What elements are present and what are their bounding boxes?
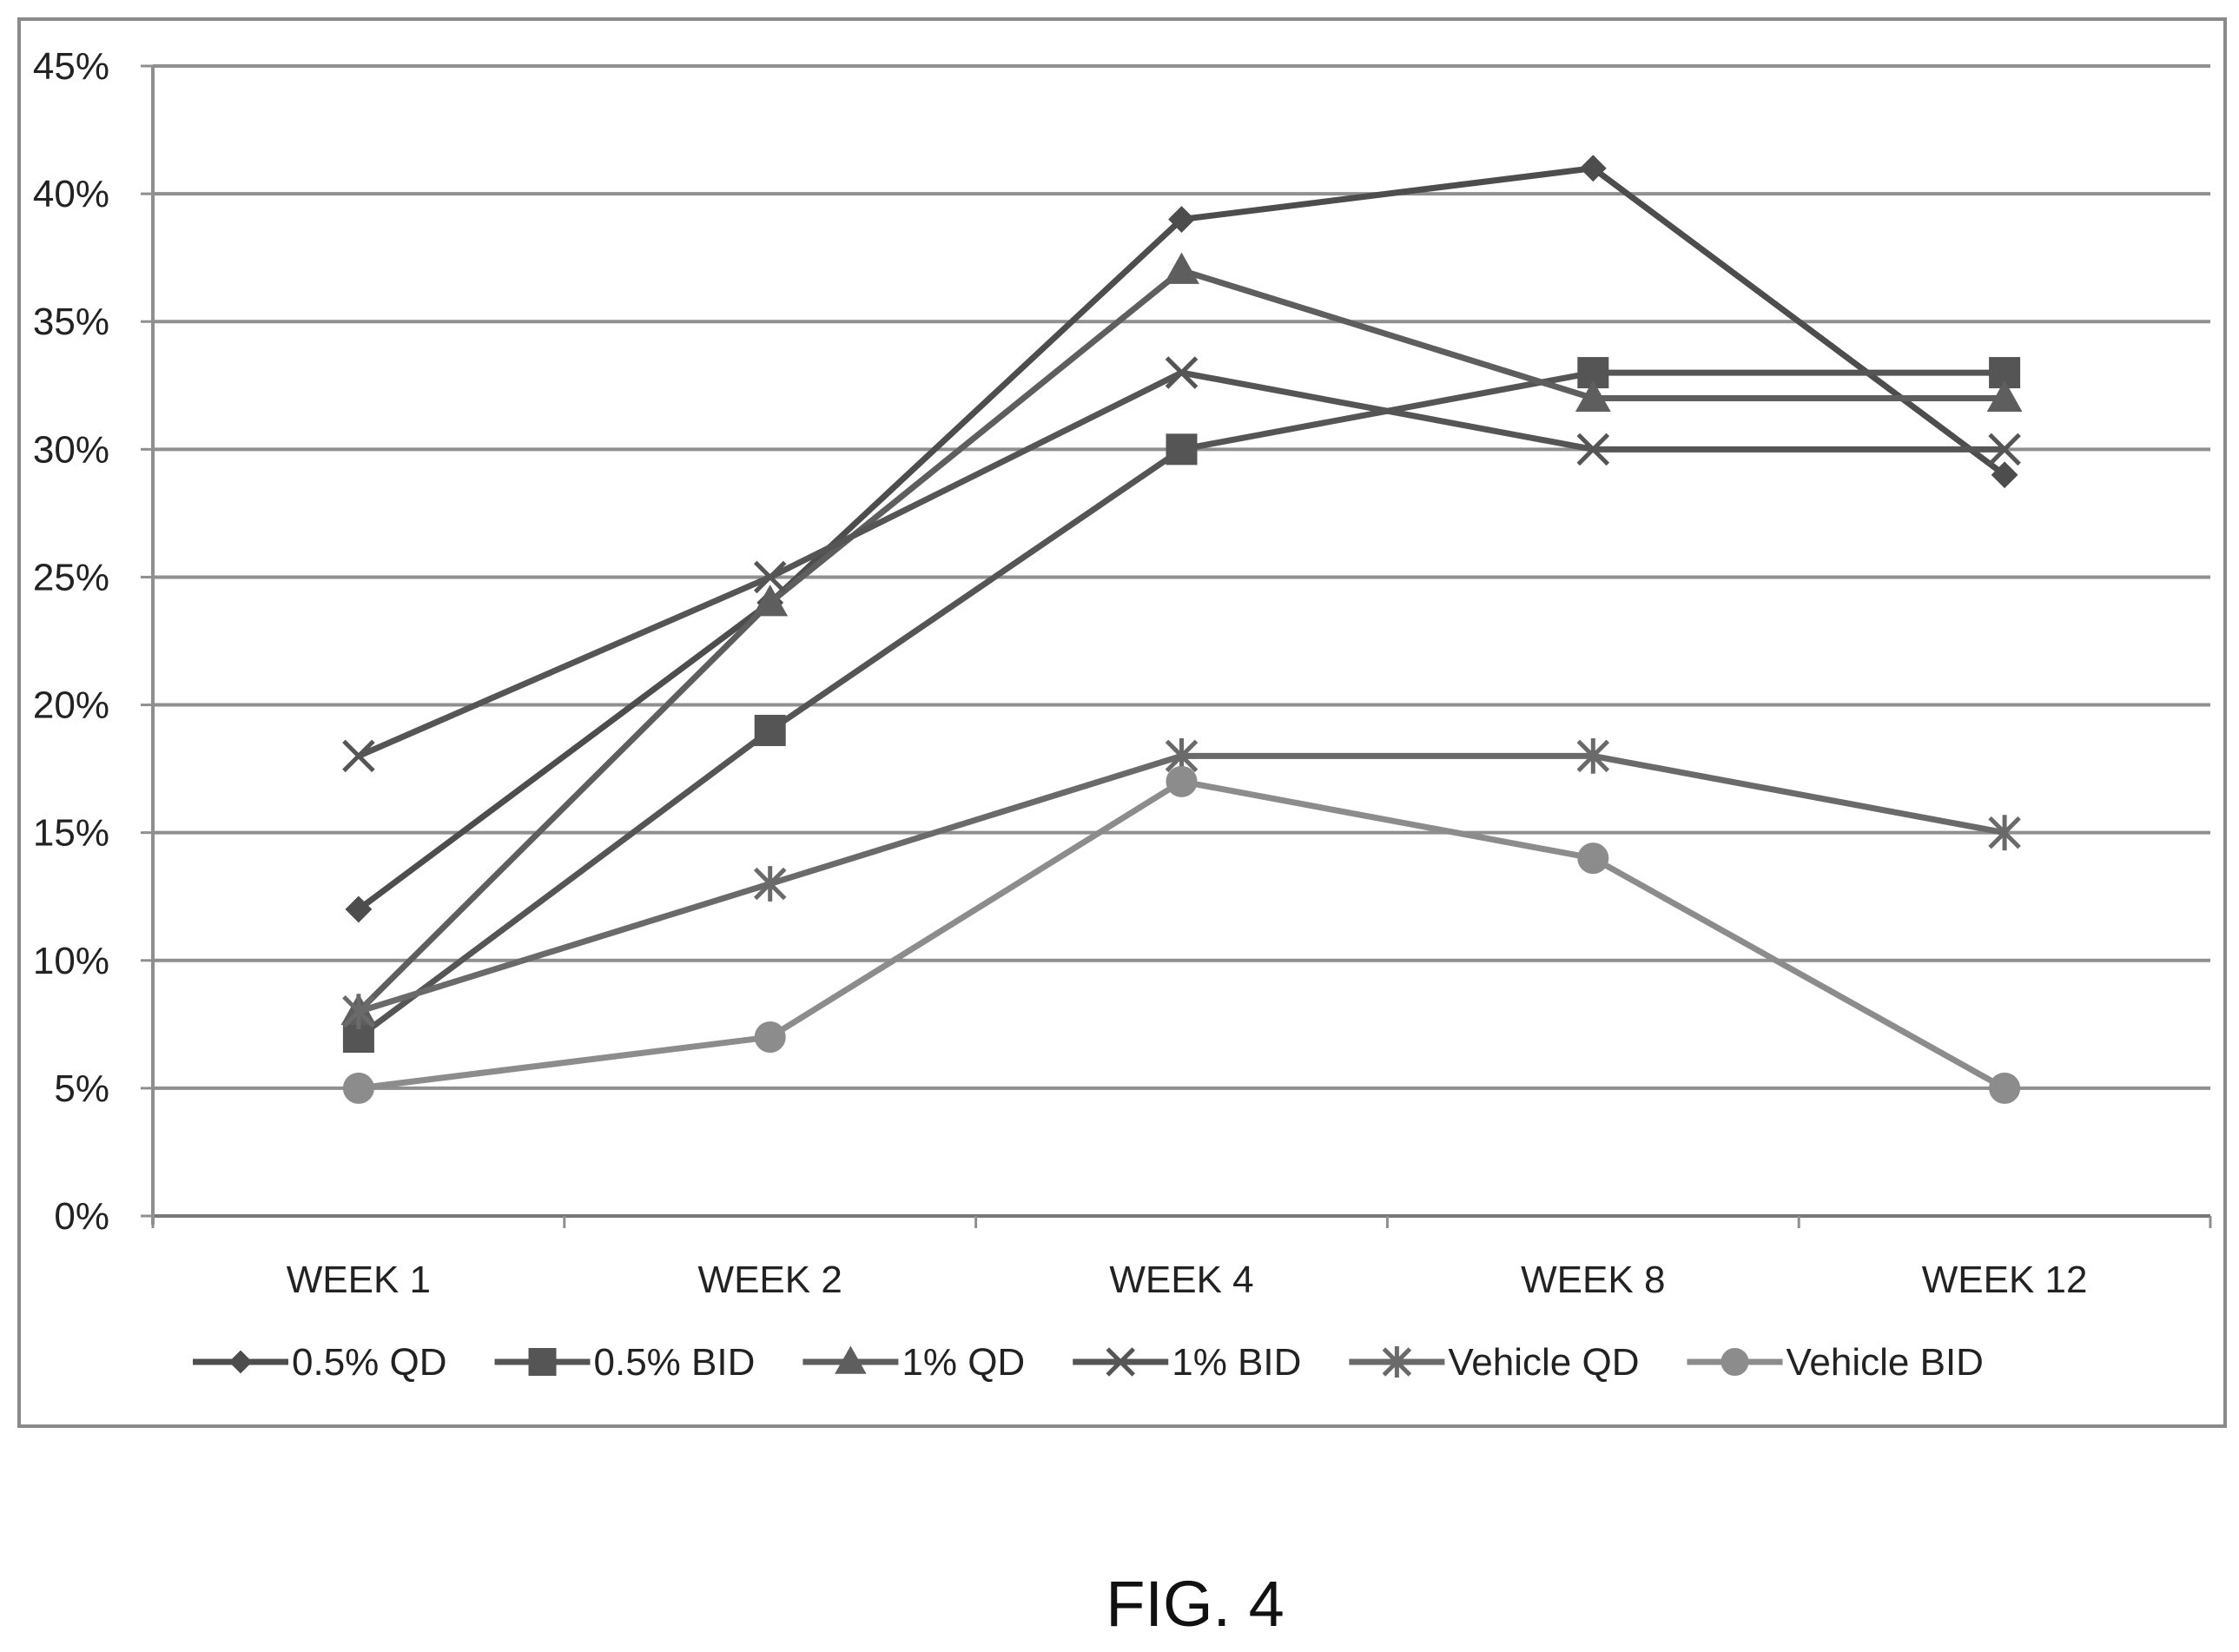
data-point xyxy=(753,560,787,594)
chart-border xyxy=(17,17,2227,1428)
series-line xyxy=(356,267,2005,1014)
y-tick-label: 0% xyxy=(54,1195,109,1238)
y-tick-label: 10% xyxy=(33,940,109,982)
y-tick-label: 5% xyxy=(54,1067,109,1110)
data-point xyxy=(1577,843,1609,875)
x-tick-label: WEEK 8 xyxy=(1521,1259,1665,1301)
legend-label: 0.5% BID xyxy=(594,1341,756,1384)
legend-item: 0.5% QD xyxy=(193,1341,447,1384)
data-point xyxy=(752,585,789,617)
data-point xyxy=(1989,1072,2021,1104)
series-4 xyxy=(342,356,2021,773)
series-5 xyxy=(342,738,2021,1030)
data-point xyxy=(1986,380,2023,412)
data-point xyxy=(342,739,375,773)
y-tick-label: 35% xyxy=(33,301,109,343)
data-point xyxy=(1988,815,2021,851)
legend-label: Vehicle QD xyxy=(1448,1341,1639,1384)
legend-marker xyxy=(1721,1348,1749,1376)
axes: 0% 5% 10% 15% 20% 25% 30% 35% 40% 45% WEEK 1 WEEK 2… xyxy=(33,45,2212,1301)
y-tick-label: 25% xyxy=(33,556,109,598)
legend-item: 1% BID xyxy=(1073,1341,1301,1384)
legend-marker xyxy=(528,1348,557,1376)
data-point xyxy=(1164,252,1199,284)
series xyxy=(340,155,2023,1104)
y-tick-label: 20% xyxy=(33,684,109,727)
legend-item: Vehicle BID xyxy=(1687,1341,1984,1384)
legend-marker xyxy=(1106,1347,1135,1377)
legend-marker xyxy=(1382,1346,1412,1378)
data-point xyxy=(753,866,787,902)
data-point xyxy=(1168,206,1195,233)
data-point xyxy=(754,1021,786,1054)
data-point xyxy=(1988,433,2021,466)
data-point xyxy=(1991,461,2018,489)
legend-item: 1% QD xyxy=(802,1341,1025,1384)
data-point xyxy=(342,994,375,1030)
data-point xyxy=(345,895,373,923)
x-tick-label: WEEK 12 xyxy=(1922,1259,2088,1301)
data-point xyxy=(342,1072,374,1104)
x-tick-label: WEEK 2 xyxy=(698,1259,842,1301)
data-point xyxy=(1165,356,1199,389)
figure-caption: FIG. 4 xyxy=(1106,1568,1285,1640)
legend-label: Vehicle BID xyxy=(1787,1341,1984,1384)
series-6 xyxy=(342,765,2021,1104)
data-point xyxy=(1579,155,1607,182)
legend-item: 0.5% BID xyxy=(494,1341,756,1384)
x-tick-label: WEEK 4 xyxy=(1109,1259,1253,1301)
legend-label: 0.5% QD xyxy=(292,1341,447,1384)
data-point xyxy=(1166,765,1198,797)
data-point xyxy=(1576,433,1610,466)
x-tick-label: WEEK 1 xyxy=(287,1259,431,1301)
gridlines xyxy=(153,64,2210,1218)
legend: 0.5% QD 0.5% BID 1% QD 1% BID Vehicle QD Vehi… xyxy=(193,1341,1984,1384)
y-tick-label: 30% xyxy=(33,428,109,471)
legend-label: 1% QD xyxy=(902,1341,1025,1384)
legend-item: Vehicle QD xyxy=(1349,1341,1640,1384)
legend-marker xyxy=(228,1350,253,1374)
data-point xyxy=(754,714,786,746)
y-tick-label: 45% xyxy=(33,45,109,88)
data-point xyxy=(1577,357,1609,389)
data-point xyxy=(1576,738,1610,774)
series-3 xyxy=(340,252,2023,1026)
data-point xyxy=(1575,380,1611,412)
y-tick-label: 40% xyxy=(33,173,109,215)
series-line xyxy=(357,369,2005,759)
y-tick-label: 15% xyxy=(33,812,109,855)
legend-marker xyxy=(835,1345,867,1374)
data-point xyxy=(1166,433,1198,466)
legend-label: 1% BID xyxy=(1172,1341,1301,1384)
